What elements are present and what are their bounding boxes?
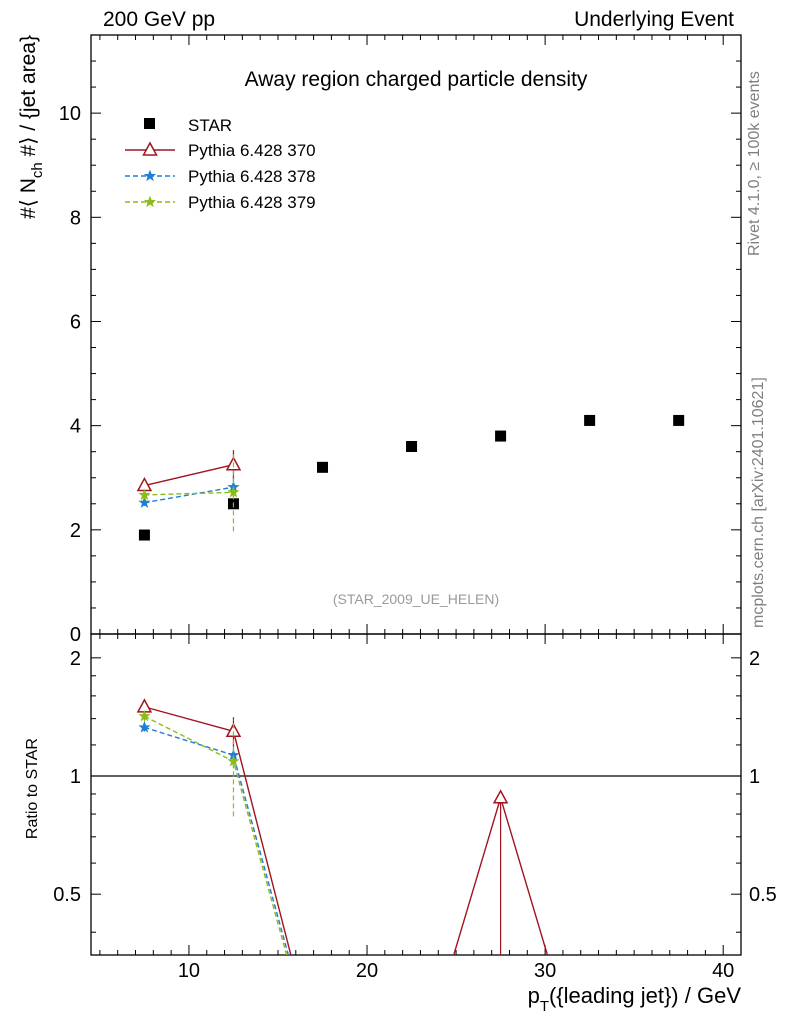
x-tick-label: 40	[712, 960, 734, 982]
ratio-tick-label-left: 0.5	[53, 884, 81, 906]
legend-label-1: Pythia 6.428 378	[188, 167, 316, 186]
star-data-point	[317, 461, 329, 473]
legend-star-marker	[144, 118, 155, 129]
star-data-point	[495, 430, 507, 442]
ratio-tick-label-left: 2	[70, 648, 81, 670]
series-marker-2	[138, 488, 151, 501]
x-tick-label: 30	[534, 960, 556, 982]
header-right-title: Underlying Event	[574, 8, 734, 31]
x-tick-label: 10	[178, 960, 200, 982]
legend-label-star: STAR	[188, 116, 232, 135]
chart-title: Away region charged particle density	[245, 68, 588, 91]
header-left-title: 200 GeV pp	[103, 8, 216, 31]
legend-marker-1	[143, 169, 157, 182]
y-tick-label: 8	[70, 207, 81, 229]
star-data-point	[138, 529, 150, 541]
ratio-plot-frame	[90, 633, 742, 956]
legend-marker-2	[143, 195, 157, 208]
ratio-marker-2	[227, 754, 240, 767]
series-marker-1	[138, 496, 151, 508]
y-axis-label: #⟨ Nch #⟩ / {jet area}	[17, 35, 46, 219]
y-tick-label: 0	[70, 624, 81, 646]
y-tick-label: 4	[70, 416, 81, 438]
star-data-point	[673, 414, 685, 426]
ratio-marker-1	[138, 721, 151, 733]
ratio-line-1	[144, 726, 290, 955]
x-axis-label: pT({leading jet}) / GeV	[528, 983, 742, 1015]
star-data-point	[406, 440, 418, 452]
y-tick-label: 2	[70, 520, 81, 542]
y-tick-label: 6	[70, 311, 81, 333]
ratio-tick-label-left: 1	[70, 766, 81, 788]
ratio-tick-label-right: 1	[749, 766, 760, 788]
series-line-0	[144, 464, 234, 487]
legend-label-0: Pythia 6.428 370	[188, 141, 316, 160]
series-line-1	[144, 486, 234, 504]
x-tick-label: 20	[356, 960, 378, 982]
y-tick-label: 10	[59, 103, 81, 125]
ratio-marker-2	[138, 709, 151, 722]
star-data-point	[584, 414, 596, 426]
ratio-line-0	[144, 706, 549, 955]
ratio-axis-label: Ratio to STAR	[24, 738, 41, 839]
series-marker-2	[227, 485, 240, 498]
ratio-line-2	[144, 715, 288, 955]
legend-marker-0	[142, 141, 158, 156]
ratio-tick-label-right: 0.5	[749, 884, 777, 906]
ratio-tick-label-right: 2	[749, 648, 760, 670]
series-line-2	[144, 491, 234, 496]
legend-label-2: Pythia 6.428 379	[188, 193, 316, 212]
analysis-tag: (STAR_2009_UE_HELEN)	[333, 591, 499, 607]
ratio-marker-0	[492, 789, 509, 804]
